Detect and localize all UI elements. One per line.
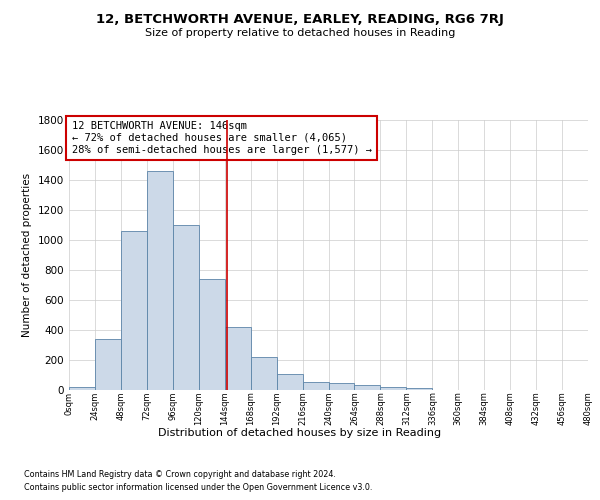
Bar: [302, 382, 329, 390]
Text: Distribution of detached houses by size in Reading: Distribution of detached houses by size …: [158, 428, 442, 438]
Bar: [251, 357, 277, 390]
Text: Contains HM Land Registry data © Crown copyright and database right 2024.: Contains HM Land Registry data © Crown c…: [24, 470, 336, 479]
Bar: [69, 387, 95, 390]
Bar: [173, 225, 199, 390]
Bar: [95, 339, 121, 390]
Bar: [225, 327, 251, 390]
Bar: [121, 231, 147, 390]
Bar: [199, 279, 224, 390]
Bar: [380, 387, 406, 390]
Text: 12, BETCHWORTH AVENUE, EARLEY, READING, RG6 7RJ: 12, BETCHWORTH AVENUE, EARLEY, READING, …: [96, 12, 504, 26]
Bar: [355, 385, 380, 390]
Text: Size of property relative to detached houses in Reading: Size of property relative to detached ho…: [145, 28, 455, 38]
Text: Contains public sector information licensed under the Open Government Licence v3: Contains public sector information licen…: [24, 482, 373, 492]
Text: 12 BETCHWORTH AVENUE: 146sqm
← 72% of detached houses are smaller (4,065)
28% of: 12 BETCHWORTH AVENUE: 146sqm ← 72% of de…: [71, 122, 371, 154]
Bar: [147, 171, 173, 390]
Bar: [277, 374, 302, 390]
Bar: [329, 383, 355, 390]
Y-axis label: Number of detached properties: Number of detached properties: [22, 173, 32, 337]
Bar: [406, 388, 432, 390]
